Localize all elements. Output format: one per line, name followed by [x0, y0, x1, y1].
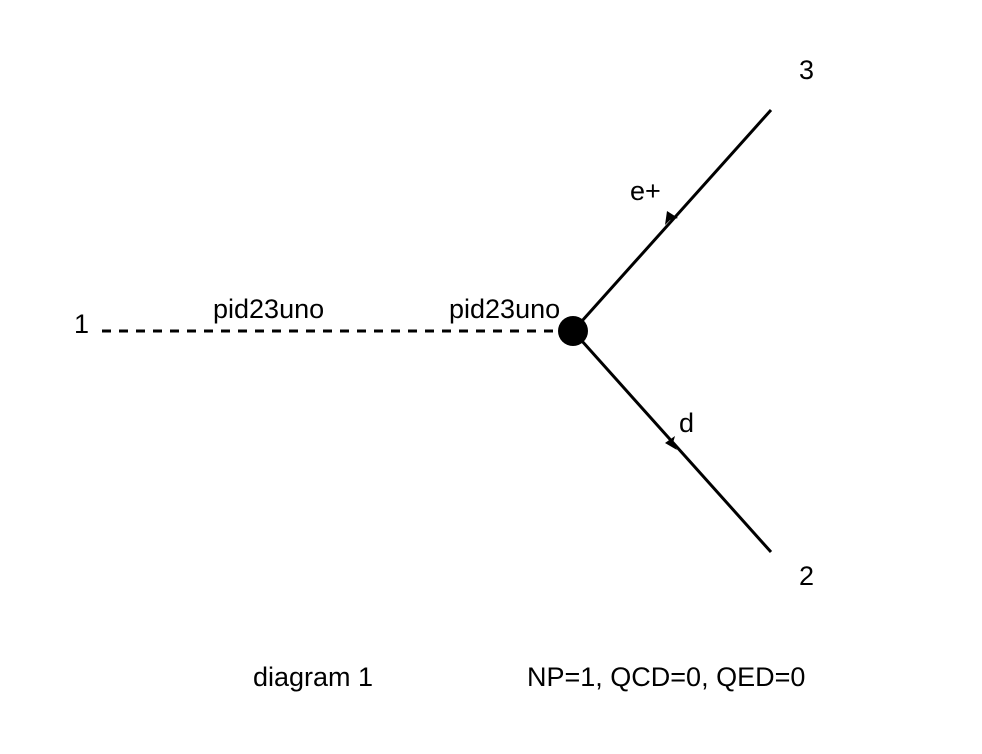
scalar-label-left: pid23uno [213, 294, 324, 324]
leg-label-2: 2 [799, 561, 814, 591]
positron-arrow-icon [665, 211, 678, 225]
coupling-orders-label: NP=1, QCD=0, QED=0 [527, 662, 806, 692]
scalar-label-right: pid23uno [449, 294, 560, 324]
down-quark-arrow-icon [665, 436, 677, 450]
leg-label-1: 1 [74, 309, 89, 339]
down-quark-label: d [679, 408, 694, 438]
interaction-vertex [558, 316, 588, 346]
diagram-number-label: diagram 1 [253, 662, 374, 692]
positron-line [571, 108, 773, 333]
leg-label-3: 3 [799, 55, 814, 85]
positron-label: e+ [630, 176, 661, 206]
